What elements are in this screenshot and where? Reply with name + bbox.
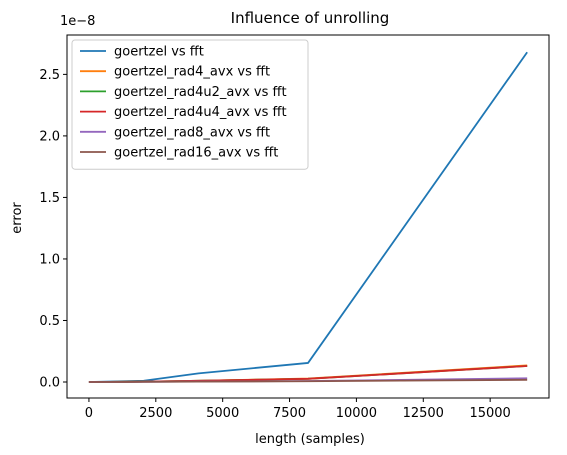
y-axis-offset-label: 1e−8: [60, 14, 95, 29]
y-tick-label: 1.0: [39, 252, 60, 267]
x-tick-label: 0: [85, 406, 93, 421]
legend-box: [71, 39, 309, 170]
legend-label-4: goertzel_rad8_avx vs fft: [114, 125, 270, 140]
y-tick-label: 1.5: [39, 191, 60, 206]
series-layer: [88, 51, 528, 383]
legend-label-1: goertzel_rad4_avx vs fft: [114, 65, 270, 80]
y-tick-label: 0.0: [39, 376, 60, 391]
series-line-5: [88, 378, 528, 383]
x-tick-label: 5000: [206, 406, 239, 421]
x-tick-label: 12500: [403, 406, 444, 421]
legend-label-5: goertzel_rad16_avx vs fft: [114, 146, 278, 161]
y-axis-label: error: [10, 202, 25, 234]
x-axis-label: length (samples): [255, 432, 365, 447]
ticks-layer: 0 2500 5000 7500 10000 12500 15000 0.0 0.5 1.0 1.5…: [39, 68, 511, 421]
y-tick-label: 2.0: [39, 129, 60, 144]
x-tick-label: 10000: [336, 406, 377, 421]
y-tick-label: 0.5: [39, 314, 60, 329]
x-tick-label: 2500: [139, 406, 172, 421]
x-tick-label: 7500: [273, 406, 306, 421]
legend: goertzel vs fft goertzel_rad4_avx vs fft g…: [71, 39, 309, 170]
legend-label-3: goertzel_rad4u4_avx vs fft: [114, 105, 287, 120]
plot-frame: [66, 34, 550, 399]
legend-label-2: goertzel_rad4u2_avx vs fft: [114, 85, 287, 100]
x-tick-label: 15000: [469, 406, 510, 421]
y-tick-label: 2.5: [39, 68, 60, 83]
legend-label-0: goertzel vs fft: [114, 45, 204, 60]
chart-title: Influence of unrolling: [231, 9, 390, 27]
